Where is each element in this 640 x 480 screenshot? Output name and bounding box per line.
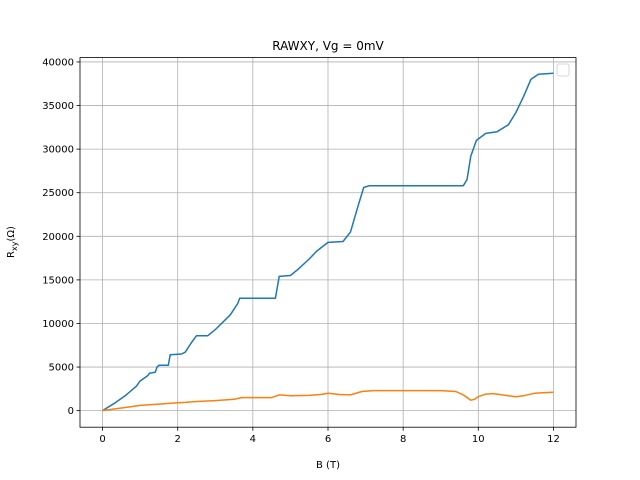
plot-lines [102, 72, 554, 412]
x-axis-label: B (T) [316, 460, 340, 471]
x-tick-label: 12 [547, 434, 560, 445]
y-tick-label: 30000 [42, 145, 74, 156]
y-tick-label: 15000 [42, 275, 74, 286]
x-tick-label: 10 [472, 434, 485, 445]
x-tick-label: 8 [400, 434, 406, 445]
y-tick-label: 0 [68, 406, 74, 417]
axis-ticks: 0 2 4 6 8 10 12 0 5000 10000 15000 20000 25000 30000 3… [42, 57, 560, 445]
x-tick-label: 0 [99, 434, 105, 445]
y-tick-label: 5000 [49, 363, 74, 374]
y-tick-label: 35000 [42, 101, 74, 112]
y-tick-label: 40000 [42, 57, 74, 68]
chart-title: RAWXY, Vg = 0mV [272, 39, 384, 53]
y-tick-label: 10000 [42, 319, 74, 330]
y-tick-label: 20000 [42, 232, 74, 243]
legend-box [556, 63, 570, 77]
x-tick-label: 4 [250, 434, 256, 445]
y-tick-label: 25000 [42, 188, 74, 199]
x-tick-label: 2 [175, 434, 181, 445]
grid-lines [80, 57, 576, 428]
series-line-1 [102, 72, 554, 412]
x-tick-label: 6 [325, 434, 331, 445]
y-axis-label: Rxy(Ω) [6, 226, 19, 258]
series-line-2 [102, 389, 554, 412]
